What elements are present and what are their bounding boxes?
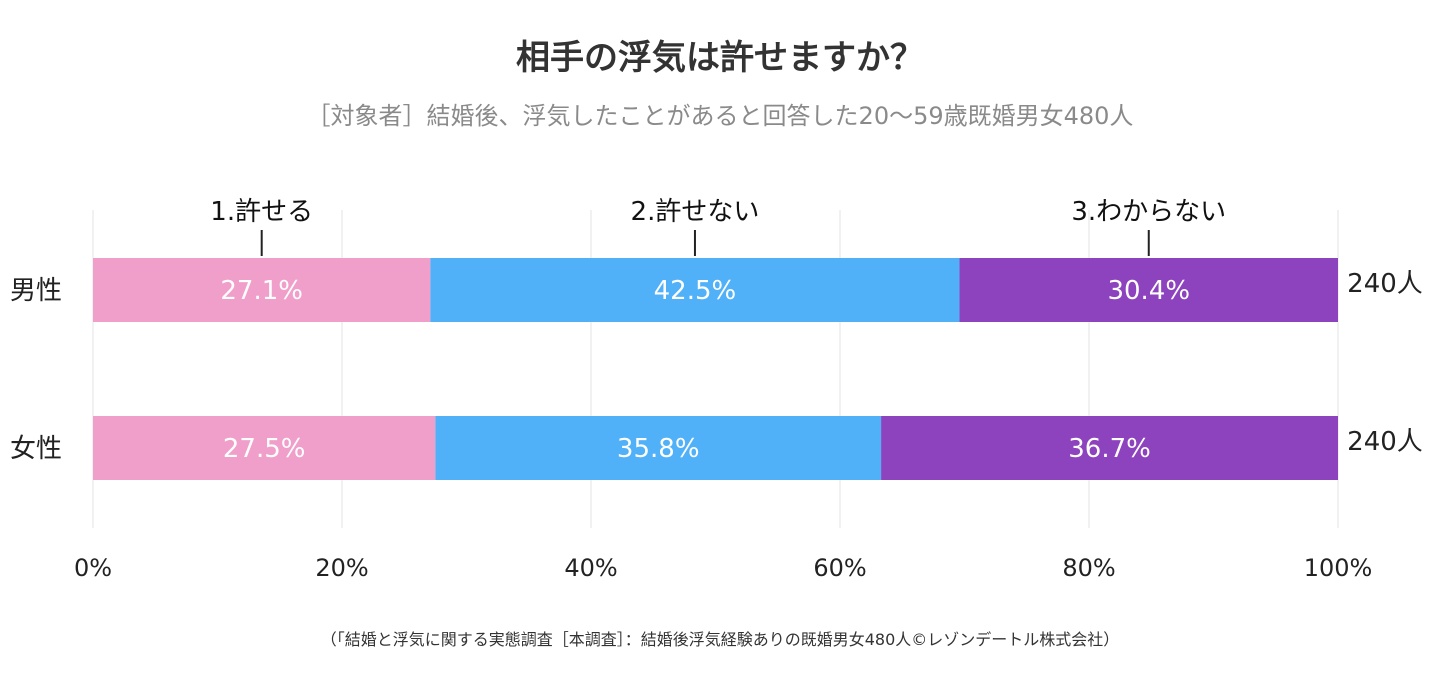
- legend-callout: 1.許せる: [210, 197, 313, 227]
- category-label: 女性: [10, 434, 62, 464]
- bar-segment: [881, 416, 1338, 480]
- x-tick-label: 20%: [315, 554, 368, 582]
- data-label: 36.7%: [1068, 434, 1151, 464]
- legend-callout: 3.わからない: [1071, 197, 1226, 227]
- category-label: 男性: [10, 276, 62, 306]
- x-tick-label: 100%: [1304, 554, 1373, 582]
- data-label: 42.5%: [654, 276, 737, 306]
- bar-segment: [93, 258, 431, 322]
- x-tick-label: 80%: [1062, 554, 1115, 582]
- data-label: 35.8%: [617, 434, 700, 464]
- x-tick-label: 60%: [813, 554, 866, 582]
- bar-segment: [959, 258, 1338, 322]
- x-tick-label: 0%: [74, 554, 112, 582]
- total-label: 240人: [1347, 427, 1423, 457]
- bar-segment: [430, 258, 960, 322]
- x-tick-label: 40%: [564, 554, 617, 582]
- total-label: 240人: [1347, 269, 1423, 299]
- chart-title: 相手の浮気は許せますか？: [516, 38, 924, 78]
- legend-callout: 2.許せない: [631, 197, 760, 227]
- bar-segment: [93, 416, 436, 480]
- data-label: 27.1%: [220, 276, 303, 306]
- data-label: 30.4%: [1107, 276, 1190, 306]
- chart-subtitle: ［対象者］結婚後、浮気したことがあると回答した20〜59歳既婚男女480人: [306, 102, 1134, 130]
- data-label: 27.5%: [223, 434, 306, 464]
- source-note: （「結婚と浮気に関する実態調査［本調査］：結婚後浮気経験ありの既婚男女480人©…: [320, 630, 1120, 649]
- bar-segment: [435, 416, 882, 480]
